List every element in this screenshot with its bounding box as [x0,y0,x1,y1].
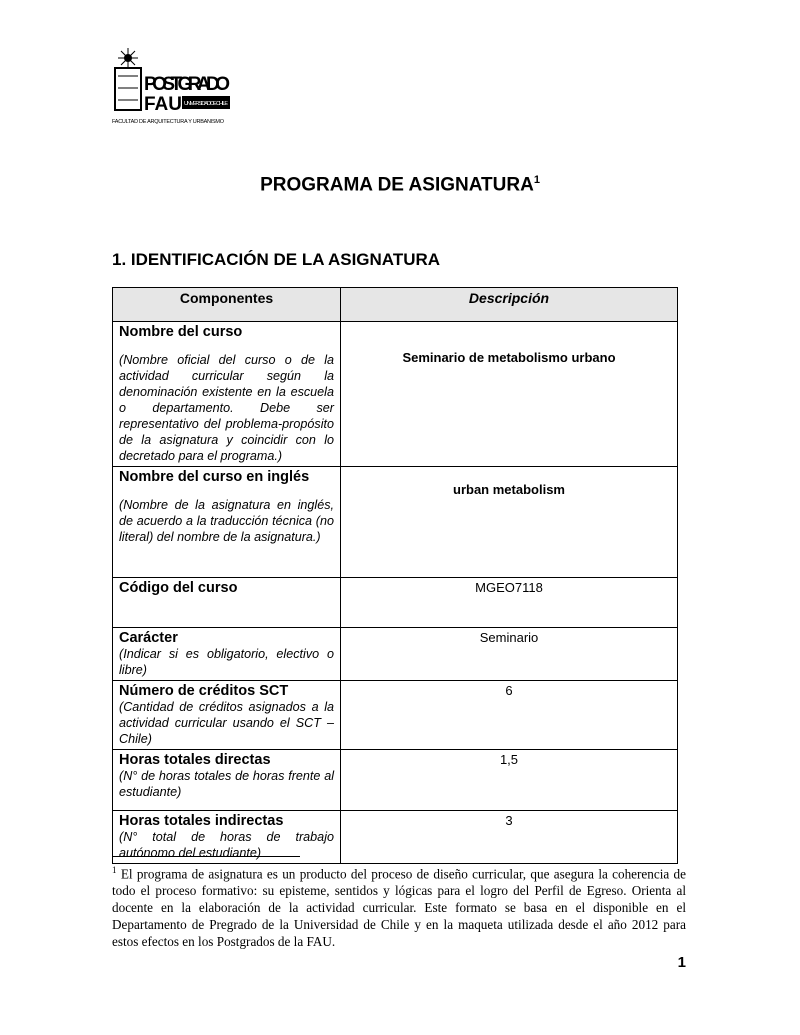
row-label: Nombre del curso en inglés [119,469,310,485]
row-value: Seminario de metabolismo urbano [340,321,678,467]
row-hint: (Nombre de la asignatura en inglés, de a… [119,498,334,544]
row-value: 6 [340,680,678,750]
identification-table: Componentes Descripción Nombre del curso… [112,287,678,864]
section-heading: 1. IDENTIFICACIÓN DE LA ASIGNATURA [112,250,441,269]
page-number: 1 [677,954,686,971]
table-header-row: Componentes Descripción [112,287,678,322]
table-row: Número de créditos SCT (Cantidad de crédi… [112,680,678,750]
table-row: Horas totales directas (N° de horas total… [112,749,678,811]
row-label: Carácter [119,630,178,646]
footnote: 1 El programa de asignatura es un produc… [112,865,686,950]
svg-text:FAU: FAU [144,94,182,115]
row-label: Horas totales directas [119,752,271,768]
table-row: Nombre del curso (Nombre oficial del curs… [112,321,678,467]
page-title: PROGRAMA DE ASIGNATURA1 [260,174,540,196]
row-label: Nombre del curso [119,324,243,340]
row-hint: (Nombre oficial del curso o de la activi… [119,353,334,463]
header-descripcion: Descripción [340,287,678,322]
header-componentes: Componentes [112,287,341,322]
row-label: Horas totales indirectas [119,813,284,829]
table-row: Código del curso MGEO7118 [112,577,678,628]
svg-text:UNIVERSIDAD DE CHILE: UNIVERSIDAD DE CHILE [184,101,228,107]
row-value: 1,5 [340,749,678,811]
row-hint: (N° de horas totales de horas frente al … [119,769,334,799]
footnote-separator [112,856,300,857]
row-hint: (Indicar si es obligatorio, electivo o l… [119,647,334,677]
row-value: Seminario [340,627,678,681]
row-hint: (Cantidad de créditos asignados a la act… [119,700,334,746]
postgrado-fau-logo: POSTGRADO FAU UNIVERSIDAD DE CHILE FACUL… [108,46,238,128]
row-value: urban metabolism [340,466,678,578]
row-value: MGEO7118 [340,577,678,628]
table-row: Nombre del curso en inglés (Nombre de la … [112,466,678,578]
row-label: Número de créditos SCT [119,683,289,699]
svg-text:FACULTAD DE ARQUITECTURA Y URB: FACULTAD DE ARQUITECTURA Y URBANISMO [112,119,225,125]
table-row: Horas totales indirectas (N° total de hor… [112,810,678,864]
row-value: 3 [340,810,678,864]
row-label: Código del curso [119,580,238,596]
svg-text:POSTGRADO: POSTGRADO [144,74,230,95]
table-row: Carácter (Indicar si es obligatorio, elec… [112,627,678,681]
